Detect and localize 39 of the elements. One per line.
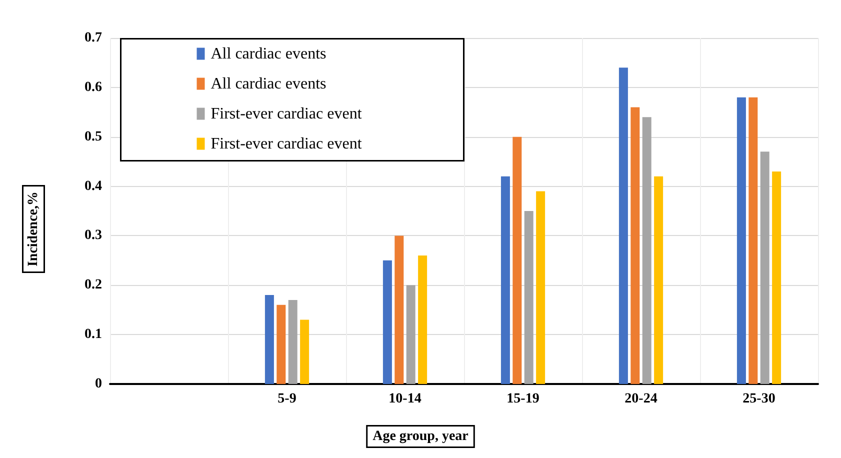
y-tick-label: 0.3: [84, 228, 102, 244]
bar: [264, 295, 274, 384]
y-tick-label: 0.1: [84, 327, 102, 342]
bar: [524, 211, 534, 384]
bar: [512, 136, 522, 384]
x-tick-label: 25-30: [742, 392, 776, 406]
legend-label: All cardiac events: [210, 75, 326, 92]
legend-label: All cardiac events: [210, 45, 326, 62]
bar: [642, 117, 652, 384]
y-tick-label: 0.7: [84, 30, 102, 46]
bar: [288, 300, 298, 384]
bar: [536, 191, 546, 384]
bar: [418, 255, 428, 384]
y-tick-label: 0.4: [84, 178, 102, 194]
bar: [654, 176, 664, 384]
y-tick-label: 0.6: [84, 80, 102, 95]
bar: [500, 176, 510, 384]
bar: [382, 260, 392, 384]
bar: [406, 285, 416, 384]
bar: [276, 304, 286, 384]
legend-label: First-ever cardiac event: [210, 105, 362, 122]
bar: [748, 97, 758, 384]
y-axis-title: Incidence,%: [26, 191, 41, 267]
bar: [760, 152, 770, 384]
x-tick-label: 5-9: [278, 392, 296, 406]
legend-label: First-ever cardiac event: [210, 135, 362, 152]
bar: [772, 171, 782, 384]
y-tick-label: 0: [95, 376, 102, 392]
y-tick-label: 0.5: [84, 129, 102, 144]
y-tick-label: 0.2: [84, 278, 102, 293]
bar: [618, 68, 628, 384]
bar: [300, 320, 310, 384]
x-tick-label: 10-14: [388, 392, 422, 406]
bar: [736, 97, 746, 384]
bar: [630, 107, 640, 384]
x-axis-title: Age group, year: [372, 429, 468, 444]
x-tick-label: 15-19: [506, 392, 540, 406]
x-tick-label: 20-24: [624, 392, 658, 406]
bar: [394, 236, 404, 384]
